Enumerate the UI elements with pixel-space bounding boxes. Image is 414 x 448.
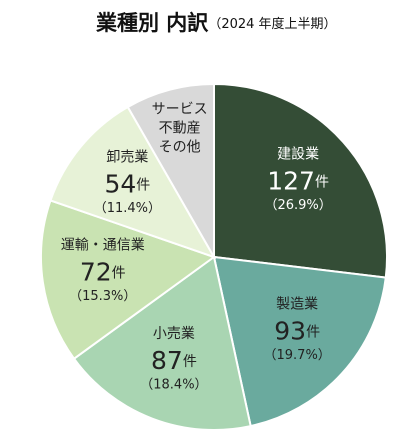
chart-heading: 業種別 内訳（2024 年度上半期） <box>96 11 337 35</box>
slice-percent: （19.7%） <box>264 348 331 363</box>
pie-slice <box>49 105 217 259</box>
pie-slice <box>126 82 215 261</box>
slice-percent: （18.4%） <box>140 378 207 393</box>
slice-percent: （26.9%） <box>264 198 331 213</box>
chart-title: 業種別 内訳 <box>96 11 209 35</box>
pie-slice <box>40 199 217 361</box>
count-unit: 件 <box>112 266 126 282</box>
pie-slice <box>212 255 387 428</box>
slice-count: 93件 <box>274 317 320 346</box>
slice-label: 製造業 <box>276 297 318 313</box>
pie-slice <box>72 255 252 431</box>
slice-label: 小売業 <box>153 326 195 342</box>
slice-count: 87件 <box>151 346 197 375</box>
count-unit: 件 <box>306 325 320 341</box>
count-unit: 件 <box>315 174 329 190</box>
count-value: 127 <box>267 166 315 195</box>
slice-label: 運輸・通信業 <box>61 238 145 254</box>
count-value: 93 <box>274 317 306 346</box>
slice-percent: （11.4%） <box>94 201 161 216</box>
count-unit: 件 <box>136 177 150 193</box>
slice-count: 54件 <box>104 169 150 198</box>
slice-count: 72件 <box>80 258 126 287</box>
slice-label: 不動産 <box>159 120 201 136</box>
pie-slice <box>213 82 388 279</box>
count-value: 54 <box>104 169 136 198</box>
count-value: 72 <box>80 258 112 287</box>
count-value: 87 <box>151 346 183 375</box>
slice-percent: （15.3%） <box>69 289 136 304</box>
slice-label: その他 <box>159 139 201 155</box>
slice-label: 卸売業 <box>106 149 148 165</box>
count-unit: 件 <box>183 354 197 370</box>
slice-count: 127件 <box>267 166 329 195</box>
slice-label: 建設業 <box>277 146 319 162</box>
slice-label: サービス <box>152 101 208 117</box>
chart-subtitle: （2024 年度上半期） <box>208 16 336 32</box>
